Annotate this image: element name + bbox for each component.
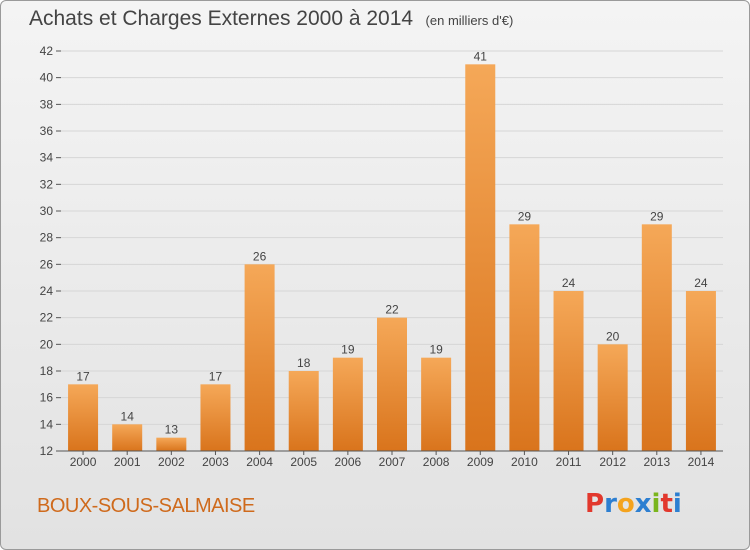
bar — [156, 437, 187, 451]
data-label: 13 — [165, 423, 179, 437]
x-tick-label: 2012 — [599, 455, 626, 469]
y-tick-label: 12 — [40, 444, 54, 458]
x-tick-label: 2009 — [467, 455, 494, 469]
y-tick-label: 36 — [40, 124, 54, 138]
bar — [288, 371, 319, 451]
y-tick-label: 24 — [40, 284, 54, 298]
bar — [597, 344, 628, 451]
data-label: 26 — [253, 249, 267, 263]
x-tick-label: 2002 — [158, 455, 185, 469]
chart-title: Achats et Charges Externes 2000 à 2014 — [29, 7, 414, 30]
bars — [68, 64, 716, 452]
y-tick-label: 20 — [40, 337, 54, 351]
x-tick-label: 2011 — [556, 455, 582, 469]
y-tick-label: 16 — [40, 391, 54, 405]
x-tick-label: 2004 — [246, 455, 273, 469]
bar — [112, 424, 143, 451]
bar — [244, 264, 275, 451]
x-tick-label: 2008 — [423, 455, 450, 469]
y-tick-label: 30 — [40, 204, 54, 218]
x-tick-label: 2013 — [643, 455, 670, 469]
y-tick-label: 22 — [40, 311, 54, 325]
data-label: 41 — [474, 49, 488, 63]
bar — [200, 384, 231, 451]
bar — [465, 64, 496, 452]
data-label: 22 — [385, 303, 399, 317]
x-tick-label: 2000 — [70, 455, 97, 469]
y-tick-label: 18 — [40, 364, 54, 378]
y-axis-ticks: 12 14 16 18 20 22 24 26 28 30 32 34 36 38 40 42 — [40, 44, 61, 458]
bar — [509, 224, 540, 451]
brand-letter: P — [585, 489, 605, 519]
data-labels: 17 14 13 17 26 18 19 22 19 41 29 24 20 29 24 — [76, 49, 708, 436]
bar — [641, 224, 672, 451]
x-tick-label: 2014 — [688, 455, 715, 469]
x-tick-label: 2006 — [335, 455, 362, 469]
data-label: 19 — [341, 343, 355, 357]
data-label: 14 — [121, 409, 135, 423]
y-tick-label: 26 — [40, 257, 54, 271]
data-label: 19 — [429, 343, 443, 357]
data-label: 17 — [209, 369, 223, 383]
bar — [377, 317, 407, 451]
bar — [68, 384, 99, 451]
data-label: 18 — [297, 356, 311, 370]
commune-name: BOUX-SOUS-SALMAISE — [37, 495, 255, 517]
y-tick-label: 40 — [40, 71, 54, 85]
bar — [553, 291, 584, 451]
x-tick-label: 2003 — [202, 455, 229, 469]
brand-letter: i — [672, 489, 682, 519]
bar — [685, 291, 716, 451]
data-label: 29 — [518, 209, 532, 223]
data-label: 24 — [562, 276, 576, 290]
x-tick-label: 2001 — [114, 455, 141, 469]
data-label: 20 — [606, 329, 620, 343]
brand-letter: t — [660, 489, 673, 519]
x-tick-label: 2005 — [290, 455, 317, 469]
brand-letter: x — [634, 489, 652, 519]
x-tick-label: 2007 — [379, 455, 406, 469]
x-axis-ticks: 2000 2001 2002 2003 2004 2005 2006 2007 2008 2009… — [70, 451, 715, 469]
y-tick-label: 38 — [40, 97, 54, 111]
y-tick-label: 28 — [40, 231, 54, 245]
brand-letter: r — [604, 489, 617, 519]
chart-unit: (en milliers d'€) — [425, 13, 514, 28]
x-tick-label: 2010 — [511, 455, 538, 469]
y-tick-label: 32 — [40, 177, 54, 191]
y-tick-label: 34 — [40, 151, 54, 165]
bar — [332, 357, 363, 451]
brand-letter: o — [616, 489, 635, 519]
data-label: 24 — [694, 276, 708, 290]
y-tick-label: 42 — [40, 44, 54, 58]
y-tick-label: 14 — [40, 417, 54, 431]
title-row: Achats et Charges Externes 2000 à 2014 (… — [29, 7, 513, 31]
proxiti-logo: Proxiti — [585, 489, 682, 519]
data-label: 29 — [650, 209, 664, 223]
brand-letter: i — [651, 489, 661, 519]
bar — [421, 357, 452, 451]
data-label: 17 — [76, 369, 90, 383]
